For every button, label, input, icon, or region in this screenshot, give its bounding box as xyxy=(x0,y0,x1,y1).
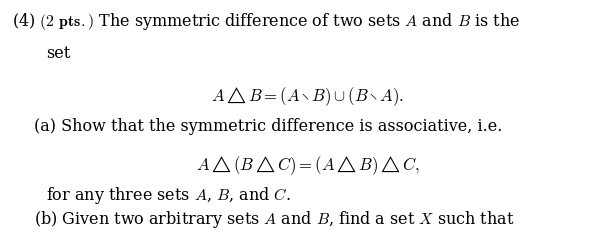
Text: $A\triangle B = (A\setminus B)\cup(B\setminus A).$: $A\triangle B = (A\setminus B)\cup(B\set… xyxy=(211,85,405,108)
Text: for any three sets $A$, $B$, and $C$.: for any three sets $A$, $B$, and $C$. xyxy=(46,185,291,206)
Text: (b) Given two arbitrary sets $A$ and $B$, find a set $X$ such that: (b) Given two arbitrary sets $A$ and $B$… xyxy=(34,209,514,230)
Text: $A\triangle(B\triangle C) = (A\triangle B)\triangle C,$: $A\triangle(B\triangle C) = (A\triangle … xyxy=(196,155,420,177)
Text: (a) Show that the symmetric difference is associative, i.e.: (a) Show that the symmetric difference i… xyxy=(34,118,502,135)
Text: (4) $\mathbf{(2\ pts.)}$ The symmetric difference of two sets $A$ and $B$ is the: (4) $\mathbf{(2\ pts.)}$ The symmetric d… xyxy=(12,11,521,32)
Text: set: set xyxy=(46,45,70,62)
